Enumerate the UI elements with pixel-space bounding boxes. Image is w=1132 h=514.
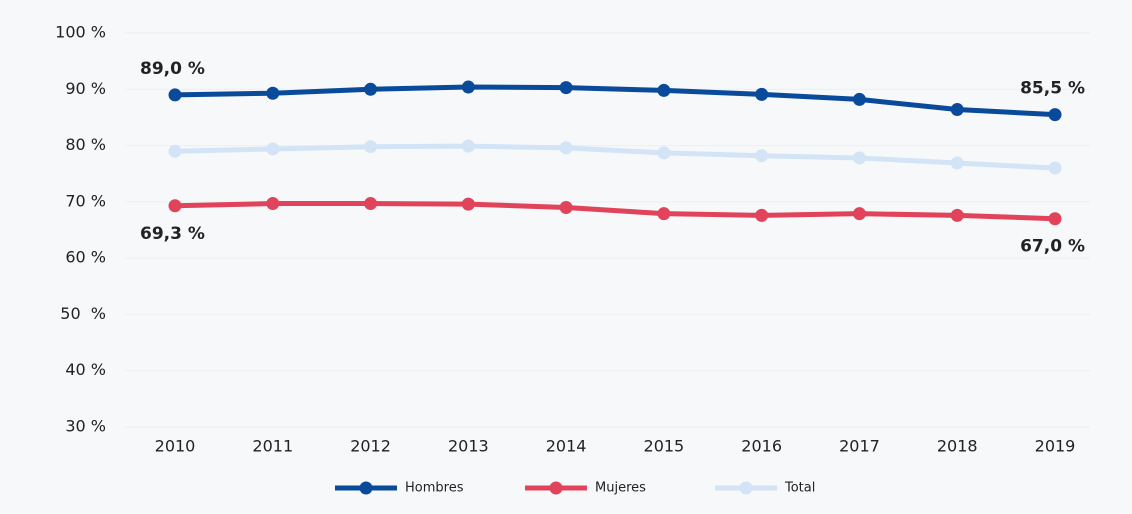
data-point bbox=[559, 81, 573, 95]
y-tick-label: 100 % bbox=[55, 23, 106, 42]
y-tick-label: 90 % bbox=[65, 79, 106, 98]
x-tick-label: 2011 bbox=[252, 437, 293, 456]
x-tick-label: 2018 bbox=[937, 437, 978, 456]
data-point bbox=[559, 200, 573, 214]
value-label: 89,0 % bbox=[140, 59, 205, 79]
y-tick-label: 60 % bbox=[65, 248, 106, 267]
x-tick-label: 2019 bbox=[1035, 437, 1076, 456]
data-point bbox=[852, 151, 866, 165]
y-tick-label: 40 % bbox=[65, 360, 106, 379]
x-tick-label: 2017 bbox=[839, 437, 880, 456]
data-point bbox=[950, 156, 964, 170]
data-point bbox=[266, 142, 280, 156]
series-line bbox=[174, 84, 1056, 118]
data-point bbox=[461, 80, 475, 94]
legend-dot bbox=[359, 481, 373, 495]
data-point bbox=[559, 141, 573, 155]
value-label: 69,3 % bbox=[140, 224, 205, 244]
legend-label: Hombres bbox=[405, 481, 464, 496]
data-point bbox=[364, 82, 378, 96]
data-point bbox=[657, 207, 671, 221]
legend-label: Mujeres bbox=[595, 481, 646, 496]
y-tick-label: 80 % bbox=[65, 135, 106, 154]
series-line bbox=[174, 201, 1056, 222]
legend-dot bbox=[549, 481, 563, 495]
series-line bbox=[174, 143, 1056, 171]
data-point bbox=[755, 87, 769, 101]
y-tick-label: 70 % bbox=[65, 191, 106, 210]
data-point bbox=[168, 88, 182, 102]
legend-dot bbox=[739, 481, 753, 495]
value-label: 85,5 % bbox=[1020, 79, 1085, 99]
data-point bbox=[1048, 212, 1062, 226]
data-point bbox=[1048, 161, 1062, 175]
data-point bbox=[950, 208, 964, 222]
data-point bbox=[657, 146, 671, 160]
legend-label: Total bbox=[784, 481, 815, 496]
value-label: 67,0 % bbox=[1020, 237, 1085, 257]
data-point bbox=[950, 103, 964, 117]
data-point bbox=[1048, 108, 1062, 122]
x-tick-label: 2010 bbox=[155, 437, 196, 456]
data-point bbox=[852, 92, 866, 106]
x-tick-label: 2013 bbox=[448, 437, 489, 456]
data-point bbox=[168, 199, 182, 213]
x-tick-label: 2012 bbox=[350, 437, 391, 456]
data-point bbox=[755, 208, 769, 222]
y-tick-label: 50 % bbox=[60, 304, 106, 323]
data-point bbox=[168, 144, 182, 158]
x-tick-label: 2015 bbox=[644, 437, 685, 456]
y-tick-label: 30 % bbox=[65, 417, 106, 436]
data-point bbox=[852, 207, 866, 221]
data-point bbox=[266, 86, 280, 100]
x-tick-label: 2014 bbox=[546, 437, 587, 456]
x-tick-label: 2016 bbox=[741, 437, 782, 456]
data-point bbox=[461, 139, 475, 153]
data-point bbox=[364, 197, 378, 211]
data-point bbox=[266, 197, 280, 211]
data-point bbox=[657, 83, 671, 97]
data-point bbox=[364, 140, 378, 154]
data-point bbox=[755, 149, 769, 163]
data-point bbox=[461, 197, 475, 211]
